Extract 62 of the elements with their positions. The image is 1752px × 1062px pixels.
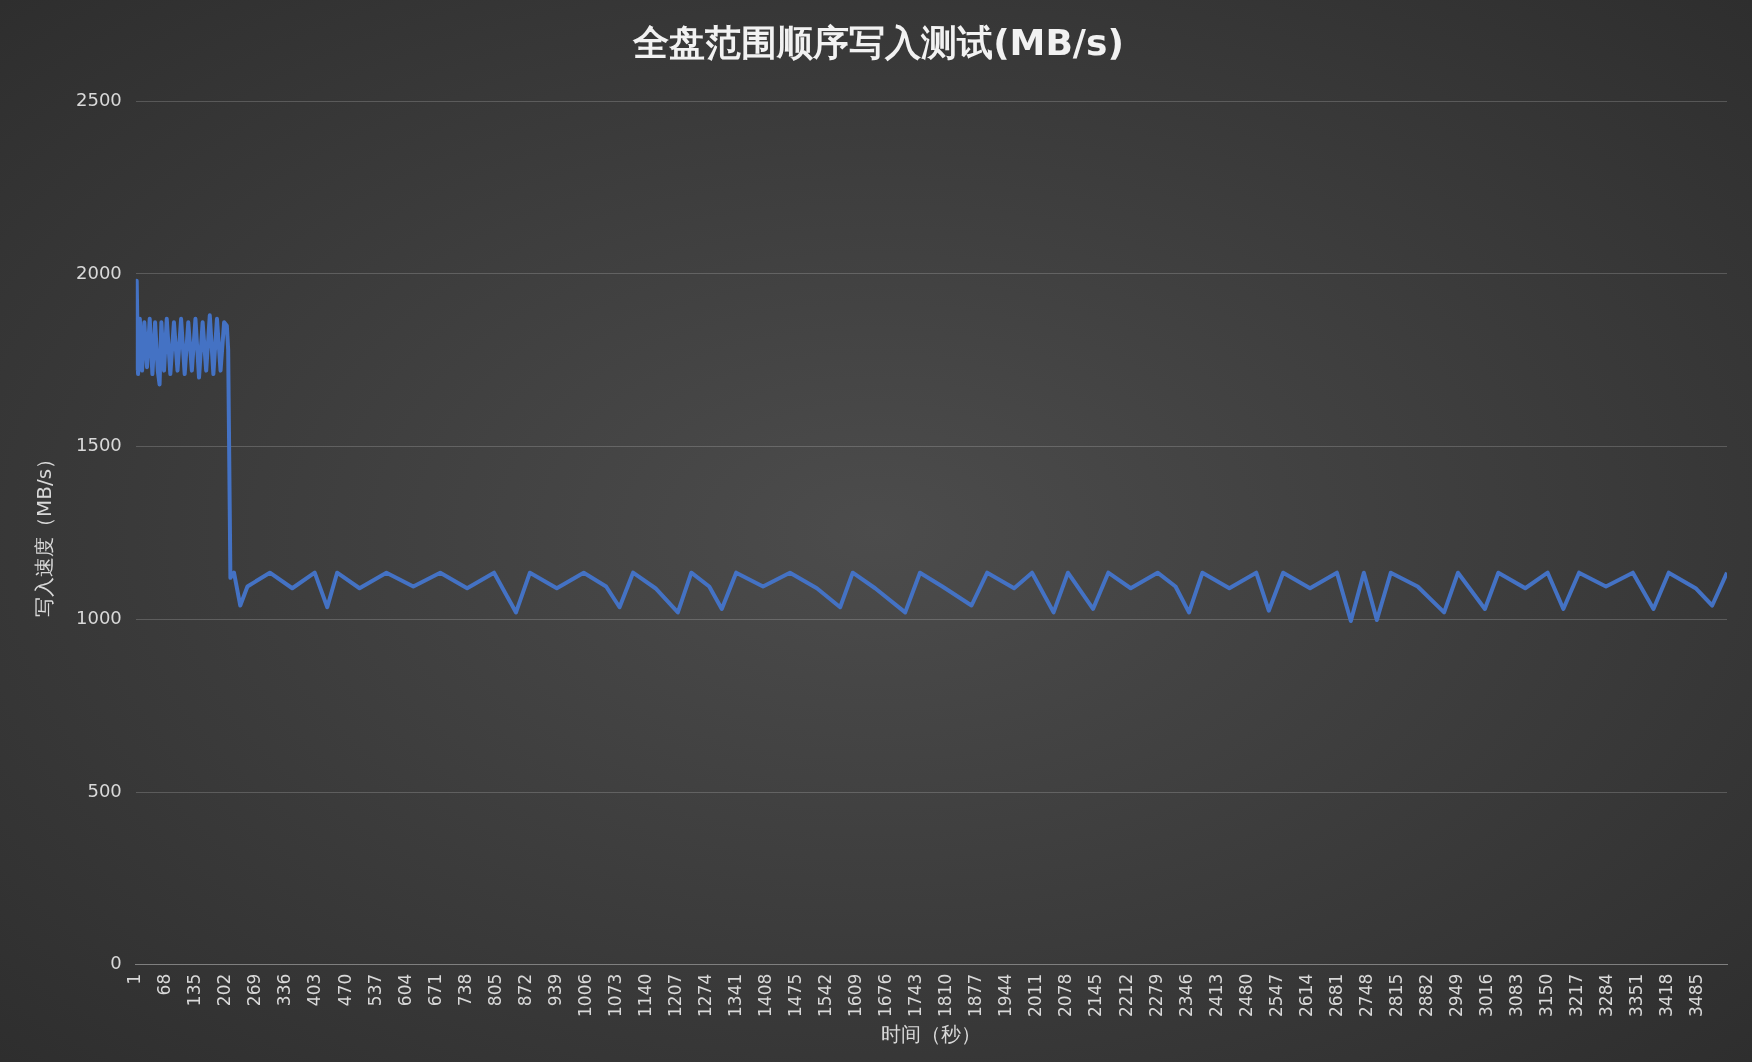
y-tick-label: 1000	[76, 606, 122, 628]
y-tick-label: 1500	[76, 434, 122, 456]
y-axis-title: 写入速度（MB/s）	[32, 448, 57, 618]
x-tick-label: 1140	[634, 973, 655, 1017]
x-tick-label: 805	[484, 973, 505, 1007]
chart-title: 全盘范围顺序写入测试(MB/s)	[632, 21, 1124, 63]
x-tick-label: 2279	[1145, 973, 1166, 1017]
x-tick-label: 3016	[1476, 973, 1496, 1017]
y-tick-label: 500	[87, 779, 122, 801]
x-tick-label: 2882	[1415, 973, 1436, 1017]
x-tick-label: 2011	[1025, 973, 1046, 1017]
x-tick-label: 3485	[1686, 973, 1707, 1017]
x-tick-label: 3351	[1626, 973, 1647, 1017]
x-tick-label: 1274	[694, 973, 715, 1017]
x-tick-label: 872	[514, 973, 535, 1007]
x-tick-label: 1676	[875, 973, 896, 1017]
x-tick-label: 2815	[1385, 973, 1406, 1017]
x-tick-label: 2547	[1265, 973, 1286, 1017]
x-tick-label: 202	[214, 973, 235, 1007]
x-tick-label: 2949	[1445, 973, 1466, 1017]
x-tick-label: 2212	[1115, 973, 1136, 1017]
x-tick-label: 537	[364, 973, 385, 1007]
x-tick-label: 939	[544, 973, 565, 1007]
x-tick-label: 3284	[1596, 973, 1617, 1017]
y-tick-label: 0	[110, 952, 122, 974]
x-tick-label: 1743	[905, 973, 926, 1017]
x-axis-title: 时间（秒）	[881, 1022, 982, 1047]
x-tick-label: 2145	[1085, 973, 1106, 1017]
x-tick-label: 3217	[1566, 973, 1587, 1017]
x-tick-label: 1810	[935, 973, 956, 1017]
x-tick-label: 1341	[725, 973, 746, 1017]
x-tick-label: 1542	[815, 973, 836, 1017]
x-tick-label: 1073	[604, 973, 625, 1017]
x-tick-label: 68	[154, 973, 175, 996]
x-tick-label: 1408	[755, 973, 776, 1017]
x-tick-label: 470	[334, 973, 355, 1007]
x-tick-label: 1	[124, 973, 145, 985]
x-tick-label: 135	[184, 973, 205, 1007]
y-tick-label: 2000	[76, 261, 122, 283]
x-tick-label: 2346	[1175, 973, 1196, 1017]
x-tick-label: 2681	[1325, 973, 1346, 1017]
x-tick-label: 1877	[965, 973, 986, 1017]
x-tick-label: 671	[424, 973, 445, 1007]
x-tick-label: 1006	[574, 973, 595, 1017]
x-tick-label: 2078	[1055, 973, 1076, 1017]
x-tick-label: 3083	[1506, 973, 1527, 1017]
y-tick-label: 2500	[76, 88, 122, 110]
x-tick-label: 2413	[1205, 973, 1226, 1017]
x-tick-label: 738	[454, 973, 475, 1007]
x-tick-label: 2480	[1235, 973, 1256, 1017]
x-tick-label: 1944	[995, 973, 1016, 1017]
x-tick-label: 2614	[1295, 973, 1316, 1017]
x-tick-label: 1609	[845, 973, 866, 1017]
x-tick-label: 1207	[664, 973, 685, 1017]
x-tick-label: 336	[274, 973, 295, 1007]
x-tick-label: 1475	[785, 973, 806, 1017]
x-tick-label: 3418	[1656, 973, 1677, 1017]
x-tick-label: 604	[394, 973, 415, 1007]
x-tick-label: 3150	[1536, 973, 1557, 1017]
x-tick-label: 403	[304, 973, 325, 1007]
x-tick-label: 269	[244, 973, 265, 1007]
x-tick-label: 2748	[1355, 973, 1376, 1017]
